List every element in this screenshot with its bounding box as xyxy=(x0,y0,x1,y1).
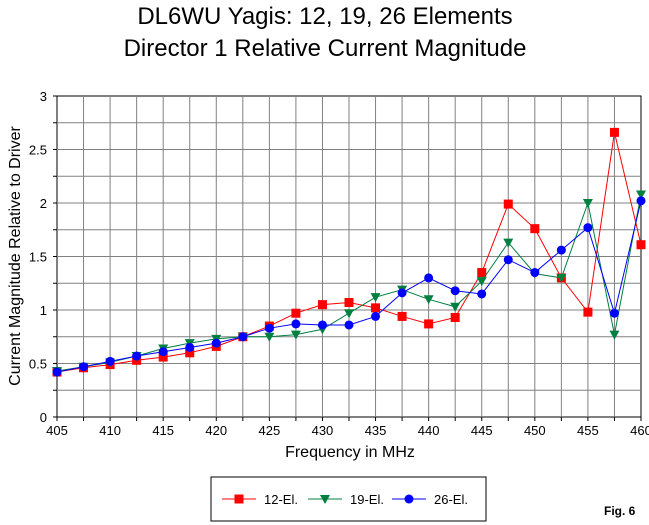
data-point xyxy=(344,298,354,308)
data-point xyxy=(477,268,487,278)
data-point xyxy=(423,295,434,305)
data-point xyxy=(609,330,620,340)
data-point xyxy=(503,199,513,209)
data-point xyxy=(264,332,275,342)
data-point xyxy=(450,286,460,296)
data-point xyxy=(609,127,619,137)
legend-marker xyxy=(320,495,330,504)
y-tick-label: 0.5 xyxy=(29,357,47,372)
y-tick-label: 1 xyxy=(40,303,47,318)
chart-title-line-1: DL6WU Yagis: 12, 19, 26 Elements xyxy=(137,3,512,30)
data-point xyxy=(291,308,301,318)
data-point xyxy=(450,302,461,312)
y-axis-label: Current Magnitude Relative to Driver xyxy=(7,126,24,386)
data-point xyxy=(530,224,540,234)
data-point xyxy=(132,351,142,361)
x-tick-label: 410 xyxy=(99,423,121,438)
legend-label: 26-El. xyxy=(434,492,468,507)
data-point xyxy=(556,245,566,255)
x-tick-label: 425 xyxy=(259,423,281,438)
y-tick-label: 1.5 xyxy=(29,250,47,265)
x-tick-label: 455 xyxy=(577,423,599,438)
data-point xyxy=(79,362,89,372)
data-point xyxy=(636,190,646,200)
data-point xyxy=(556,273,567,283)
data-point xyxy=(317,320,327,330)
legend-entry: 12-El. xyxy=(222,492,298,507)
data-point xyxy=(476,277,487,287)
data-point xyxy=(290,330,301,340)
legend-marker xyxy=(234,494,244,504)
x-tick-label: 405 xyxy=(46,423,68,438)
data-point xyxy=(503,238,514,248)
data-point xyxy=(371,311,381,321)
y-tick-label: 2 xyxy=(40,196,47,211)
data-point xyxy=(503,255,513,265)
legend-entry: 26-El. xyxy=(392,492,468,507)
data-point xyxy=(424,273,434,283)
y-tick-label: 2.5 xyxy=(29,143,47,158)
data-point xyxy=(317,300,327,310)
data-point xyxy=(264,323,274,333)
legend-marker xyxy=(404,494,414,504)
legend-label: 19-El. xyxy=(350,492,384,507)
legend-entry: 19-El. xyxy=(308,492,384,507)
x-tick-label: 415 xyxy=(152,423,174,438)
data-point xyxy=(397,288,407,298)
series-3 xyxy=(52,196,646,377)
data-point xyxy=(158,352,168,362)
x-tick-label: 430 xyxy=(312,423,334,438)
y-tick-label: 0 xyxy=(40,410,47,425)
x-tick-label: 445 xyxy=(471,423,493,438)
data-point xyxy=(450,312,460,322)
x-tick-label: 435 xyxy=(365,423,387,438)
data-point xyxy=(158,347,168,357)
x-tick-label: 440 xyxy=(418,423,440,438)
x-tick-label: 460 xyxy=(630,423,649,438)
data-point xyxy=(530,268,540,278)
data-point xyxy=(582,199,593,208)
data-point xyxy=(636,240,646,250)
legend: 12-El. 19-El. 26-El. xyxy=(210,476,487,522)
data-point xyxy=(52,367,62,377)
legend-label: 12-El. xyxy=(264,492,298,507)
x-tick-label: 420 xyxy=(205,423,227,438)
series-layer xyxy=(52,127,646,377)
data-point xyxy=(238,332,248,342)
data-point xyxy=(211,338,221,348)
chart-title-line-2: Director 1 Relative Current Magnitude xyxy=(124,35,527,62)
y-tick-label: 3 xyxy=(40,89,47,104)
x-axis-label: Frequency in MHz xyxy=(285,444,415,461)
data-point xyxy=(424,319,434,329)
data-point xyxy=(344,309,354,319)
data-point xyxy=(344,320,354,330)
data-point xyxy=(397,311,407,321)
data-point xyxy=(636,196,646,206)
y-axis: 0 0.5 1 1.5 2 2.5 3 xyxy=(29,89,57,425)
legend-box xyxy=(210,476,487,522)
data-point xyxy=(583,307,593,317)
data-point xyxy=(185,342,195,352)
data-point xyxy=(609,308,619,318)
x-tick-label: 450 xyxy=(524,423,546,438)
data-point xyxy=(477,289,487,299)
data-point xyxy=(371,303,381,313)
data-point xyxy=(105,356,115,366)
data-point xyxy=(583,223,593,233)
data-point xyxy=(291,319,301,329)
figure-label: Fig. 6 xyxy=(604,504,636,518)
data-point xyxy=(185,348,195,358)
data-point xyxy=(370,293,381,303)
x-axis: 405 410 415 420 425 430 435 440 445 450 455 460 xyxy=(46,417,649,438)
